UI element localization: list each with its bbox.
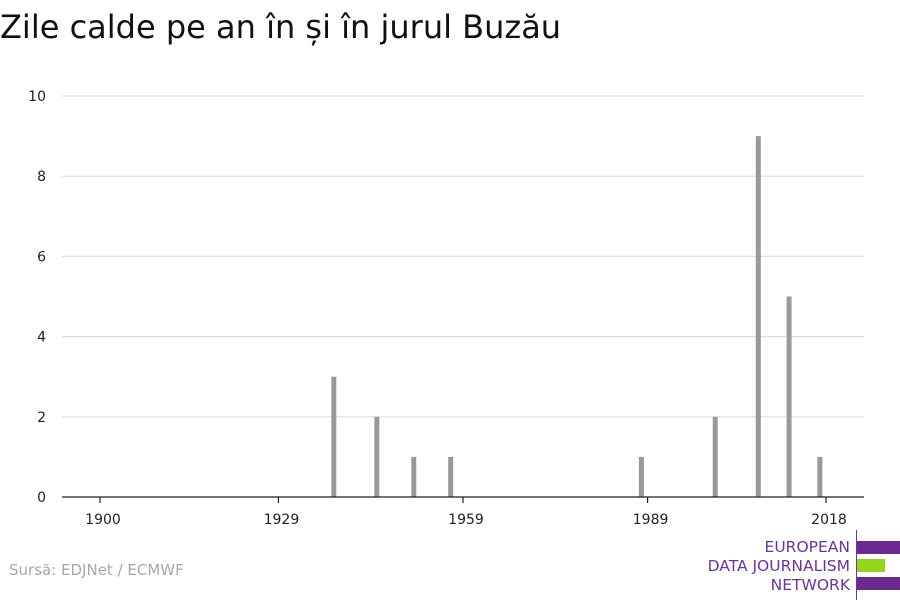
bar-1938	[331, 376, 337, 497]
x-tick-label-1929: 1929	[264, 512, 300, 528]
logo-line-european: EUROPEAN	[764, 538, 850, 556]
edjnet-logo[interactable]: EUROPEAN DATA JOURNALISM NETWORK	[700, 530, 900, 600]
x-tick-label-2018: 2018	[811, 512, 847, 528]
logo-line-data-journalism: DATA JOURNALISM	[707, 557, 850, 575]
bar-1988	[638, 456, 644, 497]
y-tick-label-6: 6	[37, 249, 46, 265]
bar-2000	[712, 416, 718, 497]
logo-line-network: NETWORK	[770, 576, 850, 594]
logo-bar-purple-top	[857, 541, 900, 554]
logo-divider	[856, 530, 857, 600]
x-tick-label-1959: 1959	[448, 512, 484, 528]
y-tick-label-8: 8	[37, 169, 46, 185]
y-tick-label-2: 2	[37, 410, 46, 426]
bar-1945	[374, 416, 380, 497]
y-tick-label-4: 4	[37, 330, 46, 346]
logo-bar-green	[857, 559, 885, 572]
bar-1957	[448, 456, 454, 497]
chart-title: Zile calde pe an în și în jurul Buzău	[0, 8, 562, 46]
source-note: Sursă: EDJNet / ECMWF	[9, 561, 184, 579]
y-tick-label-0: 0	[37, 490, 46, 506]
bar-2012	[786, 296, 792, 497]
y-tick-label-10: 10	[28, 89, 46, 105]
logo-bar-purple-bottom	[857, 577, 900, 590]
x-tick-label-1989: 1989	[633, 512, 669, 528]
bar-2007	[755, 136, 761, 497]
bar-1951	[411, 456, 417, 497]
bar-2017	[817, 456, 823, 497]
x-tick-label-1900: 1900	[85, 512, 121, 528]
